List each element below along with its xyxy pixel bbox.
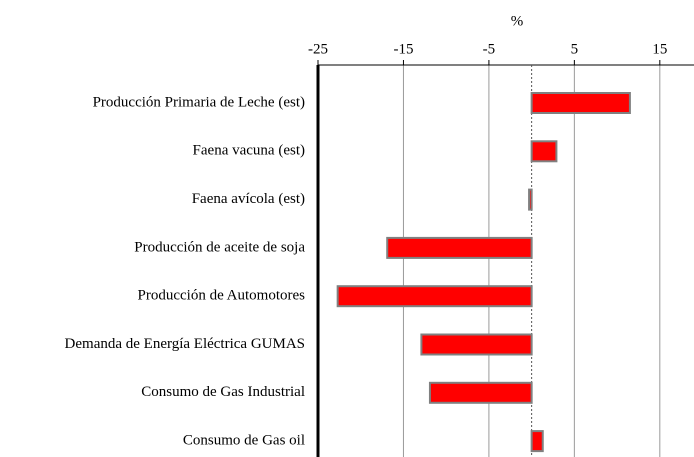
x-axis-label: % (511, 13, 524, 29)
y-tick-label: Producción de Automotores (138, 288, 306, 304)
x-tick-label: 5 (571, 41, 579, 57)
bar (528, 188, 533, 211)
x-tick-label: -5 (483, 41, 496, 57)
bar (530, 140, 558, 163)
x-tick-label: -25 (308, 41, 328, 57)
y-tick-label: Demanda de Energía Eléctrica GUMAS (65, 336, 305, 352)
y-tick-label: Producción de aceite de soja (134, 239, 305, 255)
x-tick-label: 15 (652, 41, 667, 57)
bar (530, 92, 631, 114)
bar (420, 333, 533, 356)
bar (530, 430, 544, 453)
bar (336, 285, 533, 308)
y-tick-label: Consumo de Gas Industrial (141, 384, 305, 400)
x-tick-label: -15 (393, 41, 413, 57)
y-tick-label: Faena vacuna (est) (193, 143, 305, 159)
y-tick-label: Consumo de Gas oil (183, 433, 305, 449)
y-tick-label: Producción Primaria de Leche (est) (93, 94, 305, 110)
bar (386, 236, 533, 259)
y-tick-label: Faena avícola (est) (192, 191, 305, 207)
bar (428, 381, 533, 404)
